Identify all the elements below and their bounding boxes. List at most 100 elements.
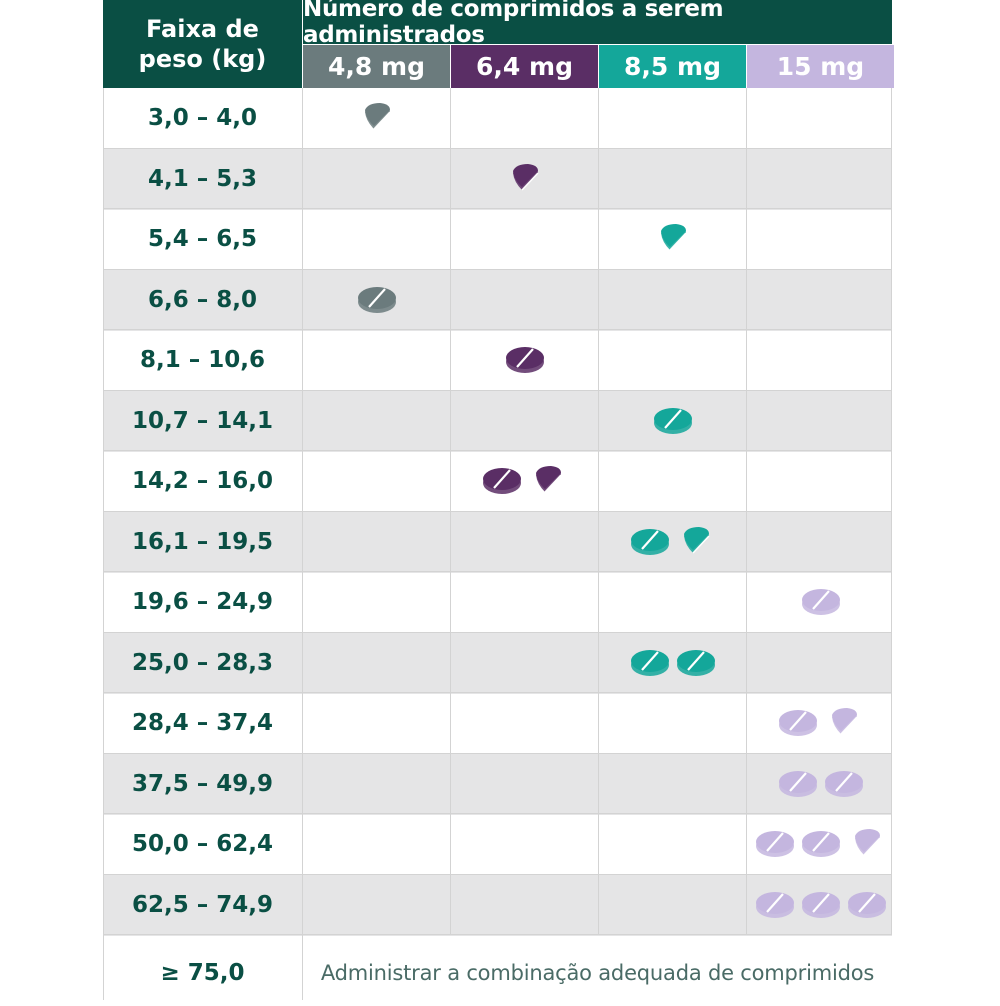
whole-tablet-icon xyxy=(778,770,817,797)
row-divider xyxy=(103,450,892,451)
dose-cell xyxy=(303,754,450,815)
row-divider xyxy=(103,571,892,572)
dose-cell xyxy=(303,270,450,331)
dosage-row: 19,6 – 24,9 xyxy=(103,572,892,633)
dose-cell xyxy=(599,754,746,815)
weight-range: 50,0 – 62,4 xyxy=(131,831,273,857)
table-left-border xyxy=(103,88,104,1000)
dose-cell xyxy=(747,814,894,875)
dose-cell xyxy=(303,512,450,573)
dose-cell xyxy=(747,88,894,149)
dose-cell xyxy=(303,451,450,512)
whole-tablet-icon xyxy=(801,891,840,918)
weight-range: 62,5 – 74,9 xyxy=(131,891,273,918)
dose-cell xyxy=(747,633,894,694)
row-divider xyxy=(103,208,892,209)
weight-range-header: Faixa de peso (kg) xyxy=(103,0,302,88)
dose-cell xyxy=(599,149,746,210)
whole-tablet-icon xyxy=(847,891,886,918)
footer-weight: ≥ 75,0 xyxy=(160,959,245,986)
dose-cell xyxy=(747,512,894,573)
dose-cell xyxy=(599,875,746,936)
weight-range: 19,6 – 24,9 xyxy=(131,589,273,615)
weight-range: 6,6 – 8,0 xyxy=(147,286,257,313)
dosage-row: 37,5 – 49,9 xyxy=(103,753,894,815)
whole-tablet-icon xyxy=(801,589,840,615)
dose-cell xyxy=(747,209,894,270)
dose-cell xyxy=(451,391,598,452)
dose-cell xyxy=(599,814,746,875)
dosage-row: 25,0 – 28,3 xyxy=(103,632,894,694)
dosage-row: 62,5 – 74,9 xyxy=(103,874,892,936)
row-divider xyxy=(103,874,892,875)
dosage-table: Faixa de peso (kg) Número de comprimidos… xyxy=(103,0,894,1000)
dose-header-8-5mg: 8,5 mg xyxy=(599,45,746,88)
dose-cell xyxy=(747,270,894,331)
weight-range: 10,7 – 14,1 xyxy=(131,407,273,434)
row-divider xyxy=(103,692,892,693)
weight-range: 8,1 – 10,6 xyxy=(139,347,265,373)
dose-cell xyxy=(303,693,450,754)
row-divider xyxy=(103,632,892,633)
dose-cell xyxy=(451,88,598,149)
dose-cell xyxy=(451,754,598,815)
whole-tablet-icon xyxy=(778,710,817,736)
whole-tablet-icon xyxy=(482,468,521,494)
dosage-row: 14,2 – 16,0 xyxy=(103,451,892,512)
half-tablet-icon xyxy=(535,466,562,493)
footer-row: ≥ 75,0 xyxy=(103,945,892,1006)
dose-cell xyxy=(303,391,450,452)
dose-cell xyxy=(599,88,746,149)
dosage-row: 3,0 – 4,0 xyxy=(103,88,892,149)
half-tablet-icon xyxy=(512,163,539,191)
dose-cell xyxy=(747,693,894,754)
dosage-row: 6,6 – 8,0 xyxy=(103,269,894,331)
dosage-row: 8,1 – 10,6 xyxy=(103,330,892,391)
dosage-row: 10,7 – 14,1 xyxy=(103,390,892,452)
half-tablet-icon xyxy=(683,526,710,554)
tablet-count-header: Número de comprimidos a serem administra… xyxy=(303,0,892,48)
dose-cell xyxy=(451,149,598,210)
dose-cell xyxy=(451,209,598,270)
dose-cell xyxy=(451,875,598,936)
dose-cell xyxy=(303,814,450,875)
whole-tablet-icon xyxy=(755,891,794,918)
row-divider xyxy=(103,934,892,935)
dose-cell xyxy=(303,330,450,391)
weight-range: 28,4 – 37,4 xyxy=(131,710,273,736)
footer-divider xyxy=(302,935,303,1000)
dose-cell xyxy=(747,754,894,815)
row-divider xyxy=(103,329,892,330)
whole-tablet-icon xyxy=(676,649,715,676)
dose-cell xyxy=(747,572,894,633)
column-divider xyxy=(450,88,451,935)
column-divider xyxy=(302,88,303,935)
dose-cell xyxy=(451,512,598,573)
whole-tablet-icon xyxy=(630,649,669,676)
whole-tablet-icon xyxy=(801,831,840,857)
dose-cell xyxy=(599,633,746,694)
dose-cell xyxy=(303,209,450,270)
whole-tablet-icon xyxy=(505,347,544,373)
dose-cell xyxy=(599,330,746,391)
dose-cell xyxy=(747,451,894,512)
dose-cell xyxy=(451,330,598,391)
dose-cell xyxy=(599,572,746,633)
row-divider xyxy=(103,753,892,754)
dose-cell xyxy=(599,693,746,754)
dose-cell xyxy=(303,633,450,694)
column-divider xyxy=(598,88,599,935)
dose-cell xyxy=(451,572,598,633)
dose-header-4-8mg: 4,8 mg xyxy=(303,45,450,88)
dosage-row: 16,1 – 19,5 xyxy=(103,511,894,573)
dose-cell xyxy=(303,88,450,149)
row-divider xyxy=(103,511,892,512)
half-tablet-icon xyxy=(364,103,391,130)
dose-cell xyxy=(451,814,598,875)
weight-range: 14,2 – 16,0 xyxy=(131,468,273,494)
half-tablet-icon xyxy=(831,708,858,735)
dose-cell xyxy=(599,451,746,512)
row-divider xyxy=(103,269,892,270)
dose-cell xyxy=(599,391,746,452)
dose-cell xyxy=(599,270,746,331)
